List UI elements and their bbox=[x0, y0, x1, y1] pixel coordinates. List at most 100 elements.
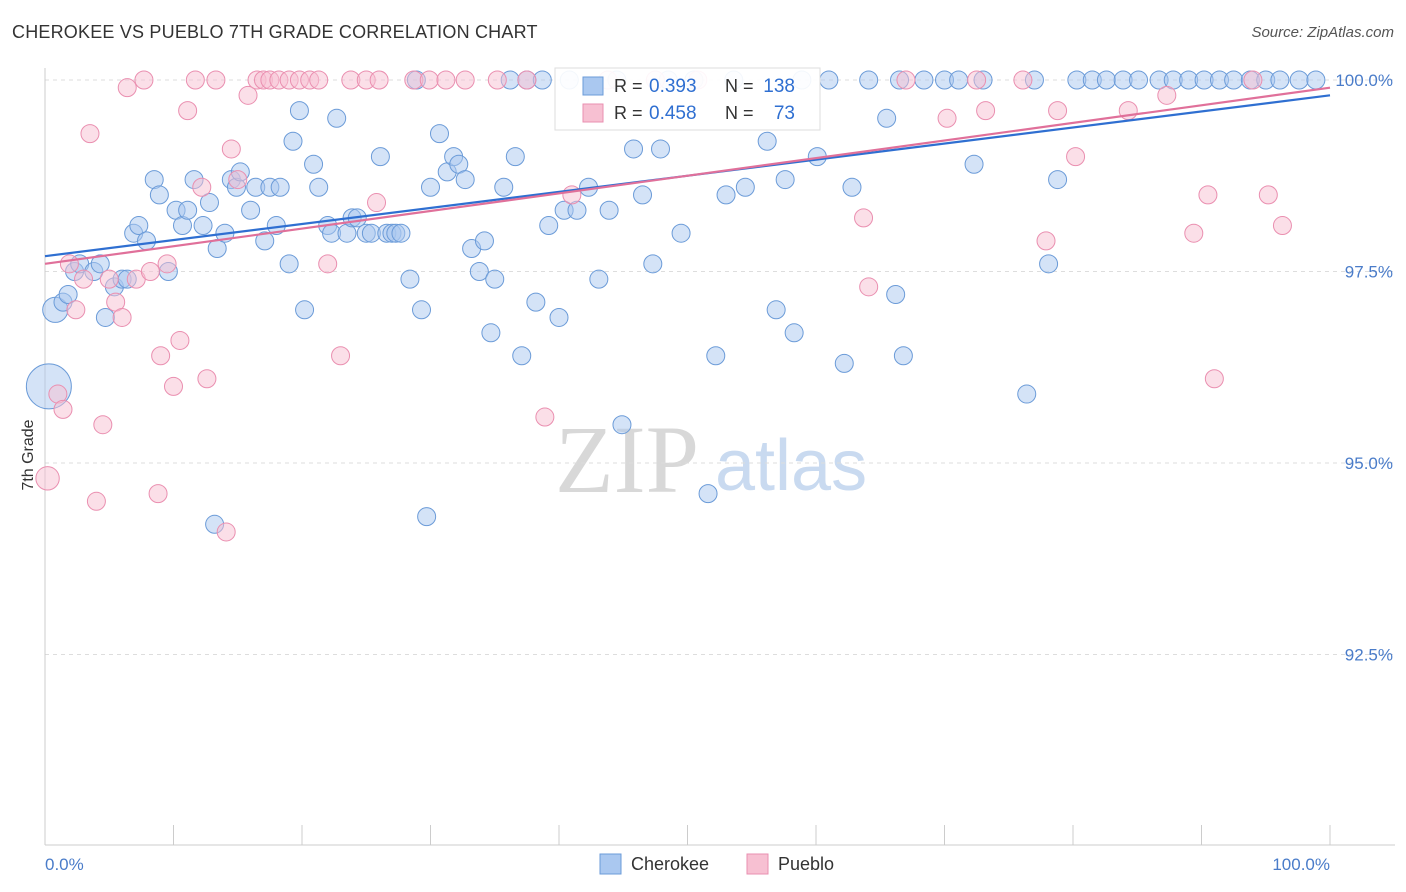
legend-label-pueblo: Pueblo bbox=[778, 854, 834, 874]
data-point bbox=[129, 216, 149, 236]
data-point bbox=[976, 101, 996, 121]
data-point bbox=[436, 70, 456, 90]
data-point bbox=[1157, 85, 1177, 105]
data-point bbox=[279, 254, 299, 274]
data-point bbox=[148, 484, 168, 504]
data-point bbox=[651, 139, 671, 159]
data-point bbox=[485, 269, 505, 289]
data-point bbox=[859, 277, 879, 297]
data-point bbox=[283, 131, 303, 151]
stats-n-value: 138 bbox=[763, 76, 795, 97]
data-point bbox=[241, 200, 261, 220]
data-point bbox=[185, 70, 205, 90]
data-point bbox=[429, 124, 449, 144]
data-point bbox=[157, 254, 177, 274]
data-point bbox=[1017, 384, 1037, 404]
data-point bbox=[535, 407, 555, 427]
data-point bbox=[1204, 369, 1224, 389]
data-point bbox=[517, 70, 537, 90]
data-point bbox=[526, 292, 546, 312]
trend-line-pueblo bbox=[44, 86, 1331, 265]
data-point bbox=[1036, 231, 1056, 251]
data-point bbox=[149, 185, 169, 205]
data-point bbox=[391, 223, 411, 243]
data-point bbox=[842, 177, 862, 197]
data-point bbox=[53, 399, 73, 419]
data-point bbox=[117, 78, 137, 98]
data-point bbox=[1066, 147, 1086, 167]
stats-swatch bbox=[582, 103, 604, 123]
x-tick-label: 0.0% bbox=[45, 855, 84, 874]
y-tick-label: 92.5% bbox=[1345, 646, 1393, 665]
data-point bbox=[914, 70, 934, 90]
data-point bbox=[90, 254, 110, 274]
data-point bbox=[80, 124, 100, 144]
data-point bbox=[474, 231, 494, 251]
data-point bbox=[1270, 70, 1290, 90]
data-point bbox=[419, 70, 439, 90]
data-point bbox=[877, 108, 897, 128]
data-point bbox=[893, 346, 913, 366]
data-point bbox=[112, 307, 132, 327]
series-cherokee bbox=[25, 70, 1326, 534]
data-point bbox=[270, 177, 290, 197]
data-point bbox=[1198, 185, 1218, 205]
data-point bbox=[99, 269, 119, 289]
data-point bbox=[412, 300, 432, 320]
data-point bbox=[1048, 101, 1068, 121]
data-point bbox=[1306, 70, 1326, 90]
data-point bbox=[95, 307, 115, 327]
stats-swatch bbox=[582, 76, 604, 96]
x-tick-label: 100.0% bbox=[1272, 855, 1330, 874]
data-point bbox=[331, 346, 351, 366]
stats-r-label: R = bbox=[614, 76, 643, 96]
y-tick-label: 97.5% bbox=[1345, 263, 1393, 282]
data-point bbox=[1039, 254, 1059, 274]
data-point bbox=[1129, 70, 1149, 90]
data-point bbox=[757, 131, 777, 151]
stats-r-value: 0.393 bbox=[649, 76, 697, 97]
data-point bbox=[164, 376, 183, 396]
stats-n-value: 73 bbox=[774, 103, 795, 124]
data-point bbox=[216, 522, 236, 542]
stats-box: R = 0.393 N = 138 R = 0.458 N = 73 bbox=[554, 67, 821, 131]
data-point bbox=[481, 323, 501, 343]
data-point bbox=[421, 177, 440, 197]
data-point bbox=[549, 307, 569, 327]
data-point bbox=[487, 70, 507, 90]
data-point bbox=[766, 300, 786, 320]
legend: Cherokee Pueblo bbox=[599, 853, 834, 875]
data-point bbox=[937, 108, 957, 128]
y-tick-label: 100.0% bbox=[1335, 71, 1393, 90]
data-point bbox=[199, 193, 219, 213]
data-point bbox=[671, 223, 691, 243]
data-point bbox=[706, 346, 726, 366]
data-point bbox=[1243, 70, 1263, 90]
data-point bbox=[367, 193, 387, 213]
data-point bbox=[417, 507, 437, 527]
data-point bbox=[1013, 70, 1033, 90]
data-point bbox=[589, 269, 609, 289]
data-point bbox=[859, 70, 879, 90]
data-point bbox=[455, 170, 475, 190]
data-points bbox=[25, 70, 1326, 542]
data-point bbox=[775, 170, 795, 190]
trend-lines bbox=[44, 86, 1331, 265]
data-point bbox=[178, 200, 198, 220]
data-point bbox=[137, 231, 157, 251]
data-point bbox=[318, 254, 338, 274]
y-axis-label: 7th Grade bbox=[20, 419, 37, 490]
data-point bbox=[74, 269, 94, 289]
data-point bbox=[35, 466, 60, 491]
data-point bbox=[58, 284, 78, 304]
data-point bbox=[512, 346, 532, 366]
series-pueblo bbox=[35, 70, 1292, 542]
data-point bbox=[327, 108, 347, 128]
data-point bbox=[178, 101, 198, 121]
y-tick-label: 95.0% bbox=[1345, 454, 1393, 473]
data-point bbox=[304, 154, 324, 174]
data-point bbox=[1048, 170, 1068, 190]
data-point bbox=[964, 154, 984, 174]
data-point bbox=[197, 369, 217, 389]
